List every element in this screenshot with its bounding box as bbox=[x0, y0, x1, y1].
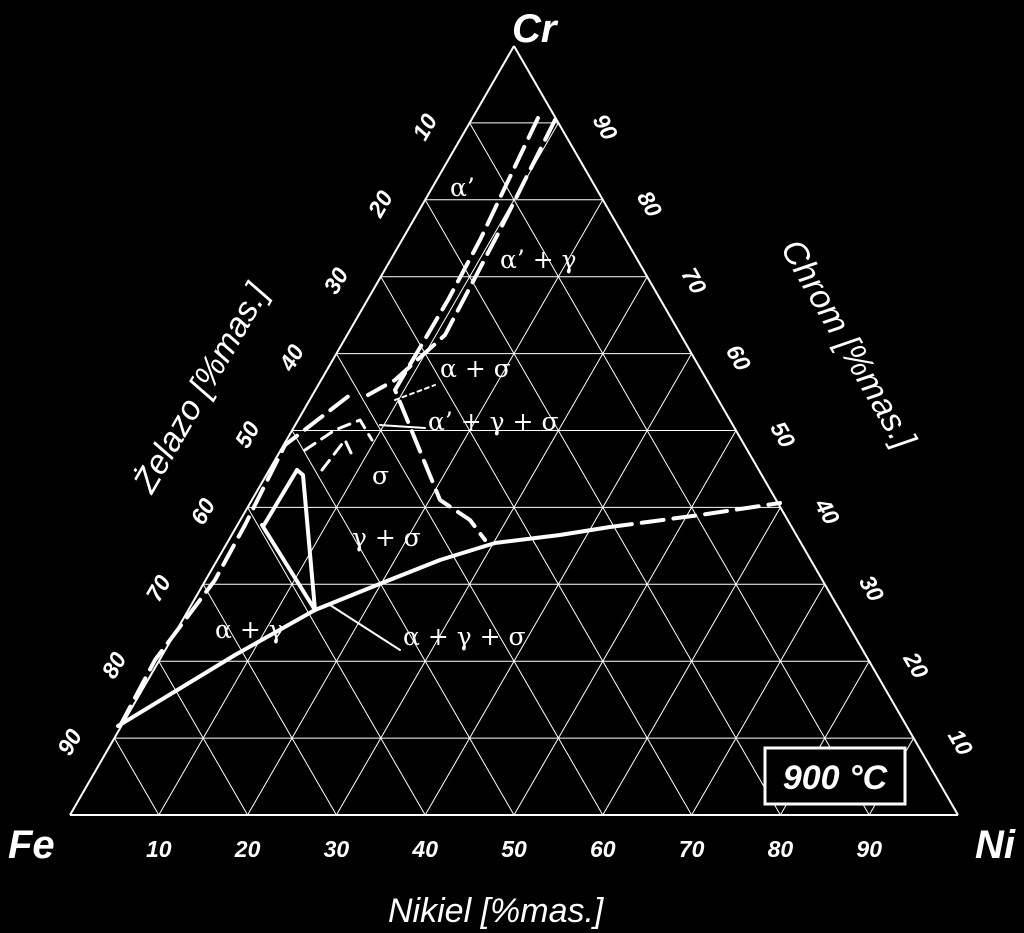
tick-label-fe: 90 bbox=[52, 724, 87, 759]
temperature-box: 900 °C bbox=[763, 746, 907, 806]
grid-line-fe bbox=[158, 660, 249, 816]
corner-label-fe: Fe bbox=[8, 823, 55, 867]
label-sigma: σ bbox=[372, 461, 389, 490]
leader-alpha-gamma-sigma bbox=[329, 604, 401, 651]
tick-label-cr: 90 bbox=[588, 109, 623, 144]
alpha-prime-dashed-right bbox=[393, 116, 540, 542]
tick-label-fe: 40 bbox=[273, 340, 309, 376]
tick-label-ni: 40 bbox=[411, 836, 438, 862]
tick-label-fe: 80 bbox=[96, 647, 131, 682]
tick-label-ni: 60 bbox=[590, 836, 616, 862]
grid-line-fe bbox=[469, 122, 870, 816]
tick-label-fe: 20 bbox=[362, 186, 398, 222]
grid-line-fe bbox=[113, 737, 160, 816]
tick-label-cr: 10 bbox=[943, 725, 978, 760]
leader-alpha-sigma bbox=[394, 384, 436, 401]
phase-labels: α’ α’ + γ α + σ α’ + γ + σ σ γ + σ α + γ… bbox=[215, 173, 577, 651]
axis-title-right: Chrom [%mas.] bbox=[773, 233, 924, 456]
corner-label-ni: Ni bbox=[975, 823, 1016, 867]
tick-label-ni: 20 bbox=[234, 836, 261, 862]
grid-line-ni bbox=[602, 507, 781, 816]
tick-label-cr: 20 bbox=[898, 647, 934, 683]
sigma-dashed-small bbox=[303, 418, 374, 452]
grid-line-ni bbox=[691, 584, 826, 816]
tick-label-cr: 70 bbox=[676, 263, 711, 298]
alpha-prime-dashed-left bbox=[366, 118, 557, 397]
grid-line-ni bbox=[158, 122, 559, 816]
label-alpha-gamma: α + γ bbox=[215, 615, 284, 644]
tick-label-ni: 90 bbox=[856, 836, 882, 862]
tick-label-ni: 10 bbox=[146, 836, 172, 862]
leader-alpha-prime-gamma-sigma bbox=[379, 424, 426, 429]
tick-label-ni: 30 bbox=[324, 836, 350, 862]
tick-label-cr: 30 bbox=[854, 571, 889, 606]
label-gamma-sigma: γ + σ bbox=[352, 523, 421, 552]
label-alpha-prime-gamma: α’ + γ bbox=[500, 245, 577, 274]
tick-label-cr: 50 bbox=[765, 417, 800, 452]
grid-line-fe bbox=[202, 584, 337, 816]
gamma-boundary-solid bbox=[116, 525, 612, 728]
corner-label-cr: Cr bbox=[512, 7, 559, 51]
phase-boundaries bbox=[116, 116, 782, 728]
grid-line-fe bbox=[380, 276, 693, 816]
sigma-gamma-solid-short bbox=[262, 468, 299, 527]
tick-label-cr: 80 bbox=[632, 186, 667, 221]
tick-label-cr: 60 bbox=[721, 340, 756, 375]
alpha-gamma-solid-boundary bbox=[295, 468, 317, 612]
label-alpha-prime-gamma-sigma: α’ + γ + σ bbox=[428, 407, 559, 436]
grid-line-ni bbox=[513, 430, 737, 816]
tick-label-ni: 80 bbox=[768, 836, 794, 862]
ternary-grid bbox=[69, 45, 959, 816]
tick-label-ni: 70 bbox=[679, 836, 705, 862]
grid-line-fe bbox=[291, 430, 515, 816]
axis-title-left: Żelazo [%mas.] bbox=[126, 276, 277, 500]
sigma-dashed-small-2 bbox=[320, 438, 354, 472]
alpha-gamma-inner-solid bbox=[260, 523, 317, 612]
label-alpha-prime: α’ bbox=[450, 173, 475, 202]
tick-label-cr: 40 bbox=[809, 493, 845, 529]
tick-label-ni: 50 bbox=[501, 836, 527, 862]
temperature-frame bbox=[763, 746, 907, 806]
grid-line-fe bbox=[247, 507, 426, 816]
tick-label-fe: 50 bbox=[229, 417, 264, 452]
label-alpha-sigma: α + σ bbox=[440, 354, 511, 383]
tick-label-fe: 30 bbox=[318, 263, 353, 298]
tick-label-fe: 70 bbox=[141, 571, 176, 606]
tick-label-fe: 10 bbox=[407, 109, 442, 144]
gamma-boundary-dashed bbox=[608, 501, 782, 529]
tick-label-fe: 60 bbox=[185, 494, 220, 529]
axis-title-bottom: Nikiel [%mas.] bbox=[388, 892, 605, 930]
label-alpha-gamma-sigma: α + γ + σ bbox=[403, 622, 526, 651]
alpha-dashed-boundary bbox=[118, 393, 352, 728]
temperature-label: 900 °C bbox=[783, 759, 888, 797]
